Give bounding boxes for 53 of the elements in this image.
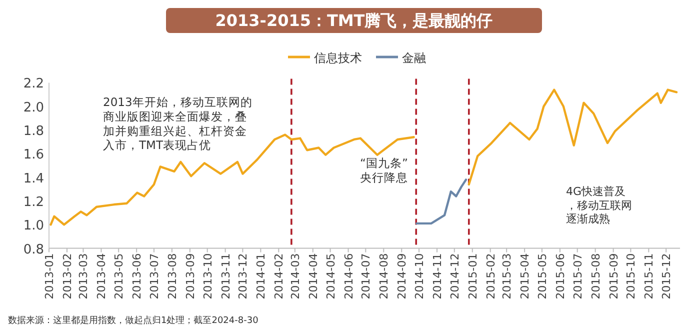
x-tick-label: 2015-02 (484, 253, 498, 300)
x-tick-label: 2013-05 (112, 253, 126, 300)
x-tick-label: 2013-11 (219, 253, 232, 300)
x-tick-label: 2014-01 (254, 253, 268, 300)
x-tick-label: 2013-12 (236, 253, 250, 300)
x-tick-label: 2015-06 (554, 253, 567, 300)
x-tick-label: 2013-10 (201, 253, 214, 300)
x-tick-label: 2014-02 (272, 253, 286, 300)
x-tick-label: 2015-03 (500, 253, 514, 300)
x-tick-label: 2015-05 (536, 253, 549, 300)
x-tick-label: 2015-11 (642, 253, 656, 300)
x-tick-label: 2013-09 (184, 253, 197, 300)
source-note: 数据来源：这里都是用指数，做起点归1处理；截至2024-8-30 (8, 315, 259, 326)
y-tick-label: 2.0 (23, 100, 44, 116)
y-tick-label: 1.8 (23, 124, 44, 140)
x-tick-label: 2015-01 (466, 253, 480, 300)
x-tick-label: 2013-08 (166, 253, 179, 300)
x-tick-label: 2014-11 (430, 253, 444, 300)
chart-title: 2013-2015：TMT腾飞，是最靓的仔 (215, 11, 493, 30)
x-tick-label: 2013-07 (148, 253, 161, 300)
y-tick-label: 1.0 (23, 218, 44, 234)
title: 2013-2015：TMT腾飞，是最靓的仔 (166, 8, 542, 33)
x-tick-label: 2014-08 (378, 253, 391, 300)
y-tick-label: 1.2 (23, 194, 44, 210)
y-tick-label: 1.6 (23, 148, 44, 163)
legend-label: 信息技术 (314, 51, 362, 65)
x-tick-label: 2015-08 (589, 253, 602, 300)
x-tick-label: 2013-03 (77, 253, 90, 300)
x-tick-label: 2013-02 (60, 253, 74, 300)
x-tick-label: 2015-10 (624, 253, 638, 300)
x-tick-label: 2015-07 (571, 253, 584, 300)
x-tick-label: 2015-04 (518, 253, 532, 300)
x-tick-label: 2014-04 (306, 253, 320, 300)
x-tick-label: 2013-06 (130, 253, 144, 300)
legend-label: 金融 (402, 51, 426, 65)
y-tick-label: 2.2 (23, 76, 44, 92)
x-tick-label: 2013-04 (95, 253, 108, 300)
x-tick-label: 2014-06 (342, 253, 356, 300)
x-tick-label: 2015-09 (607, 253, 620, 300)
x-tick-label: 2014-05 (324, 253, 338, 300)
x-tick-label: 2014-12 (448, 253, 462, 300)
x-tick-label: 2014-09 (396, 253, 409, 300)
x-tick-label: 2014-10 (413, 253, 426, 300)
line-series (416, 178, 468, 225)
y-tick-label: 0.8 (23, 242, 44, 258)
annotation: 2013年开始，移动互联网的商业版图迎来全面爆发，叠加并购重组兴起、杠杆资金入市，TMT表现占优 (103, 95, 252, 152)
x-tick-label: 2015-12 (660, 253, 674, 300)
y-tick-label: 1.4 (23, 171, 44, 186)
x-tick-label: 2014-03 (288, 253, 302, 300)
annotation: “国九条”央行降息 (360, 156, 408, 184)
x-tick-label: 2014-07 (360, 253, 373, 300)
x-tick-label: 2013-01 (43, 253, 56, 300)
annotation: 4G快速普及，移动互联网逐渐成熟 (566, 185, 632, 226)
